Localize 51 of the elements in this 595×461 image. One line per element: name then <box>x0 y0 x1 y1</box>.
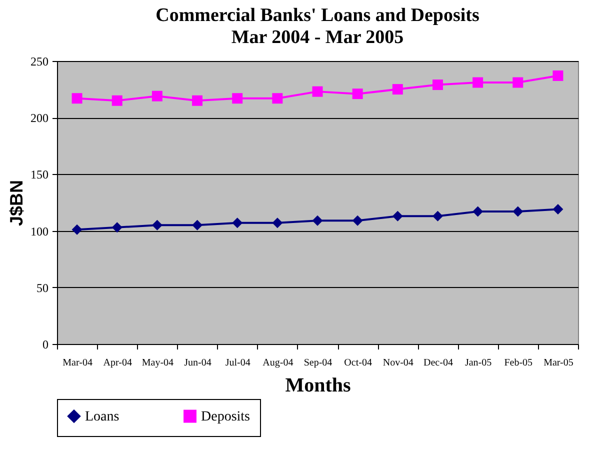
point <box>312 215 323 226</box>
point <box>112 222 122 233</box>
x-tick-label: Apr-04 <box>103 358 132 368</box>
point <box>152 220 162 230</box>
point <box>272 218 283 228</box>
point <box>512 206 524 217</box>
point <box>472 206 484 217</box>
x-tick-label: Nov-04 <box>382 358 414 368</box>
point <box>392 210 403 222</box>
x-tick-label: Dec-04 <box>424 358 453 368</box>
y-axis-title: J$BN <box>6 180 26 226</box>
point <box>552 70 564 81</box>
point <box>192 95 203 106</box>
x-tick-label: Jan-05 <box>464 358 492 368</box>
x-axis-title: Months <box>285 374 351 396</box>
y-tick-label: 200 <box>30 111 48 126</box>
y-tick-label: 100 <box>30 224 48 238</box>
y-tick-label: 150 <box>30 168 48 182</box>
point <box>352 215 363 226</box>
point <box>112 95 122 106</box>
point <box>432 80 443 90</box>
x-tick-label: Sep-04 <box>304 358 332 368</box>
point <box>232 93 243 104</box>
point <box>272 93 283 104</box>
chart-subtitle: Mar 2004 - Mar 2005 <box>231 27 404 48</box>
point <box>432 210 443 222</box>
x-tick-label: Aug-04 <box>262 358 294 368</box>
x-tick-label: May-04 <box>142 358 174 368</box>
point <box>72 224 82 235</box>
x-tick-label: Jun-04 <box>184 358 212 368</box>
point <box>152 90 162 102</box>
y-tick-label: 50 <box>36 280 48 295</box>
y-tick-label: 250 <box>30 54 48 68</box>
x-tick-label: Mar-05 <box>544 358 574 368</box>
point <box>312 86 323 97</box>
x-tick-label: Jul-04 <box>225 358 250 368</box>
y-tick-label: 0 <box>42 338 48 352</box>
point <box>552 204 564 215</box>
point <box>472 77 484 88</box>
chart-title: Commercial Banks' Loans and Deposits <box>156 5 480 26</box>
point <box>512 77 524 88</box>
x-tick-label: Mar-04 <box>62 358 92 368</box>
point <box>72 93 82 104</box>
legend-label: Deposits <box>201 409 250 424</box>
x-tick-label: Feb-05 <box>504 358 533 368</box>
x-tick-label: Oct-04 <box>344 358 372 368</box>
point <box>192 220 203 230</box>
point <box>232 218 243 228</box>
point <box>352 88 363 100</box>
legend-label: Loans <box>85 409 120 424</box>
point <box>392 84 403 95</box>
